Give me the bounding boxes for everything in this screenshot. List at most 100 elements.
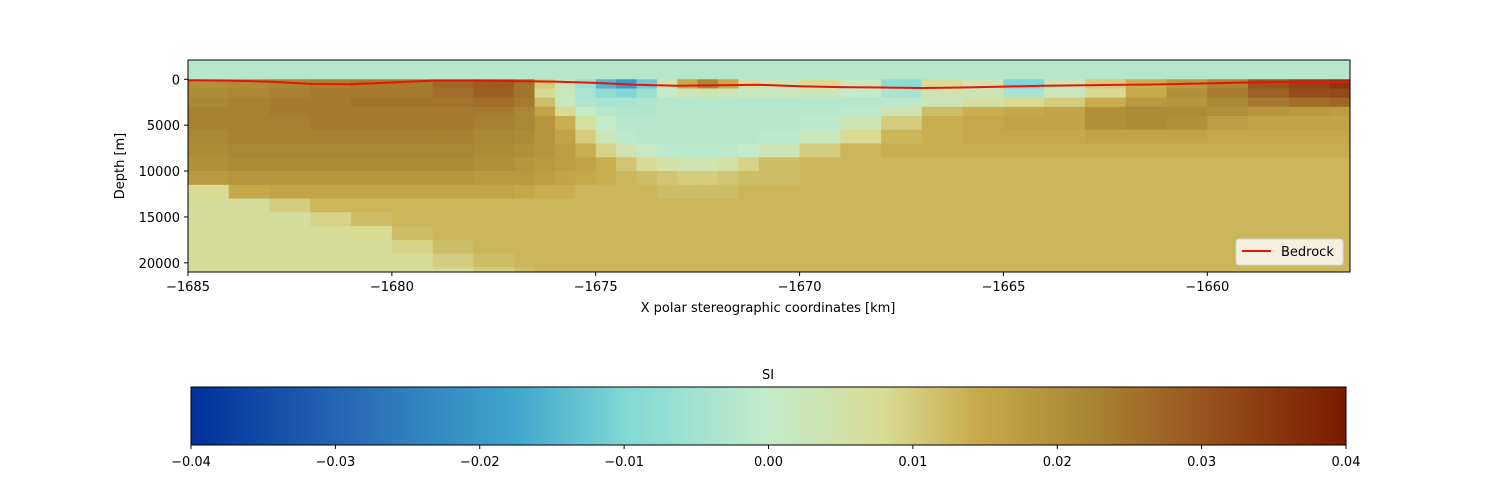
x-tick-label: −1665	[981, 280, 1025, 295]
heatmap-cell	[1207, 212, 1249, 227]
heatmap-cell	[228, 157, 271, 172]
heatmap-cell	[636, 253, 658, 269]
heatmap-cell	[473, 253, 515, 269]
heatmap-cell	[881, 198, 923, 213]
heatmap-cell	[188, 239, 230, 255]
heatmap-cell	[432, 79, 474, 90]
heatmap-cell	[881, 106, 923, 117]
heatmap-cell	[1288, 184, 1331, 200]
heatmap-cell	[1166, 97, 1208, 108]
heatmap-cell	[310, 157, 352, 172]
heatmap-cell	[697, 79, 719, 90]
heatmap-cell	[677, 267, 699, 272]
heatmap-cell	[881, 143, 923, 158]
heatmap-cell	[718, 143, 740, 158]
heatmap-cell	[799, 267, 841, 272]
heatmap-cell	[1044, 115, 1086, 131]
heatmap-cell	[473, 79, 515, 90]
colorbar-tick-label: 0.01	[898, 455, 927, 470]
heatmap-cell	[840, 115, 882, 131]
heatmap-cell	[188, 143, 230, 158]
heatmap-cell	[840, 171, 882, 186]
heatmap-cell	[391, 171, 434, 186]
heatmap-cell	[554, 115, 576, 131]
heatmap-cell	[310, 129, 352, 145]
y-tick-label: 0	[172, 73, 180, 88]
heatmap-cell	[1125, 212, 1168, 227]
heatmap-cell	[1288, 226, 1331, 241]
colorbar-title: SI	[762, 368, 774, 383]
heatmap-cell	[636, 129, 658, 145]
heatmap-cell	[1248, 106, 1290, 117]
heatmap-cell	[1207, 115, 1249, 131]
heatmap-cell	[738, 198, 760, 213]
heatmap-cell	[514, 79, 536, 90]
heatmap-cell	[1248, 212, 1290, 227]
heatmap-cell	[1084, 267, 1127, 272]
heatmap-cell	[269, 79, 311, 90]
heatmap-cell	[697, 129, 719, 145]
heatmap-cell	[738, 106, 760, 117]
heatmap-cell	[595, 239, 617, 255]
heatmap-cell	[962, 253, 1005, 269]
heatmap-cell	[1003, 212, 1045, 227]
heatmap-cell	[697, 171, 719, 186]
heatmap-cell	[881, 97, 923, 108]
heatmap-cell	[534, 115, 556, 131]
heatmap-cell	[840, 226, 882, 241]
heatmap-cell	[1003, 171, 1045, 186]
heatmap-cell	[1084, 97, 1127, 108]
heatmap-cell	[351, 184, 393, 200]
heatmap-cell	[1084, 239, 1127, 255]
heatmap-cell	[758, 106, 801, 117]
heatmap-cell	[1166, 267, 1208, 272]
heatmap-cell	[1003, 143, 1045, 158]
heatmap-cell	[799, 157, 841, 172]
heatmap-cell	[391, 157, 434, 172]
heatmap-cell	[616, 253, 638, 269]
heatmap-cell	[1248, 79, 1290, 90]
heatmap-cell	[758, 212, 801, 227]
heatmap-cell	[1248, 129, 1290, 145]
heatmap-cell	[391, 143, 434, 158]
y-axis-label: Depth [m]	[113, 133, 128, 200]
heatmap-cell	[718, 198, 740, 213]
heatmap-cell	[738, 97, 760, 108]
heatmap-cell	[921, 253, 964, 269]
heatmap-cell	[1288, 88, 1331, 99]
heatmap-cell	[554, 79, 576, 90]
heatmap-cell	[677, 115, 699, 131]
heatmap-cell	[921, 129, 964, 145]
heatmap-cell	[391, 239, 434, 255]
heatmap-cell	[962, 239, 1005, 255]
heatmap-cell	[1166, 198, 1208, 213]
heatmap-cell	[1084, 184, 1127, 200]
heatmap-cell	[677, 129, 699, 145]
heatmap-cell	[473, 143, 515, 158]
heatmap-cell	[1003, 239, 1045, 255]
heatmap-cell	[1329, 88, 1350, 99]
heatmap-cell	[228, 239, 271, 255]
heatmap-cell	[1207, 157, 1249, 172]
heatmap-cell	[738, 171, 760, 186]
heatmap-cell	[1207, 79, 1249, 90]
heatmap-cell	[595, 157, 617, 172]
heatmap-cell	[188, 129, 230, 145]
heatmap-cell	[269, 239, 311, 255]
heatmap-cell	[962, 212, 1005, 227]
heatmap-cell	[738, 129, 760, 145]
heatmap-cell	[1003, 253, 1045, 269]
heatmap-cell	[1329, 226, 1350, 241]
heatmap-cell	[697, 198, 719, 213]
heatmap-cell	[1003, 184, 1045, 200]
heatmap-cell	[840, 106, 882, 117]
heatmap-cell	[432, 212, 474, 227]
heatmap-cell	[616, 267, 638, 272]
heatmap-cell	[575, 198, 597, 213]
heatmap-cell	[534, 143, 556, 158]
heatmap-cell	[1166, 184, 1208, 200]
heatmap-cell	[697, 184, 719, 200]
heatmap-cell	[188, 115, 230, 131]
heatmap-cell	[432, 97, 474, 108]
heatmap-cell	[1084, 157, 1127, 172]
